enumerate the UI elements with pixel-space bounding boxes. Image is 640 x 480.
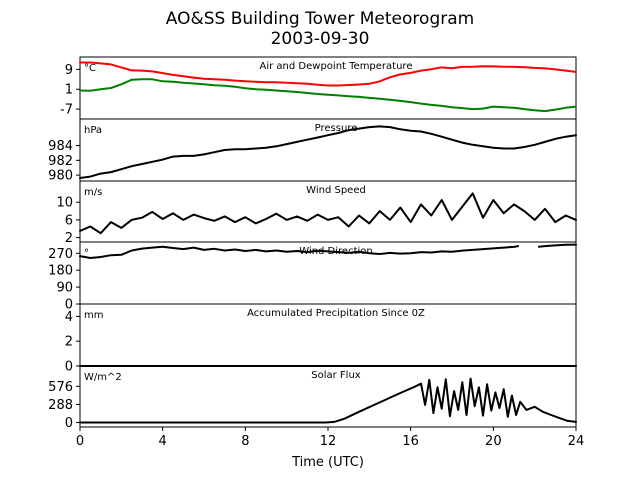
series-line-solar_flux bbox=[79, 377, 577, 424]
panel-wind_speed: 2 6 10 m/s Wind Speed bbox=[56, 180, 577, 246]
series-line-dewpoint bbox=[79, 78, 577, 113]
series-line-wind_direction_b bbox=[537, 243, 577, 248]
y-tick-label: 6 bbox=[65, 213, 73, 228]
y-tick-label: 270 bbox=[48, 247, 73, 262]
x-tick-label: 12 bbox=[320, 434, 337, 449]
x-tick-label: 0 bbox=[76, 434, 84, 449]
x-tick-label: 8 bbox=[241, 434, 249, 449]
y-tick-label: 984 bbox=[48, 139, 73, 154]
panel-title: Air and Dewpoint Temperature bbox=[260, 61, 413, 72]
series-line-air bbox=[79, 61, 577, 87]
panel-temperature: -7 1 9 °C Air and Dewpoint Temperature bbox=[60, 56, 577, 120]
panel-title: Wind Speed bbox=[306, 185, 366, 196]
panel-unit-label: ° bbox=[84, 248, 89, 259]
panels-group: -7 1 9 °C Air and Dewpoint Temperature 980982… bbox=[48, 56, 577, 431]
x-axis-label: Time (UTC) bbox=[291, 455, 364, 470]
series-line-wind_speed bbox=[79, 192, 577, 235]
y-tick-label: 1 bbox=[65, 83, 73, 98]
panel-solar_flux: 0 288 576 W/m^2 Solar Flux bbox=[48, 365, 577, 431]
y-tick-label: 10 bbox=[56, 196, 73, 211]
x-axis: 0 4 8 12 16 20 24 bbox=[76, 427, 584, 449]
chart-subtitle: 2003-09-30 bbox=[271, 29, 370, 49]
y-tick-label: 90 bbox=[56, 281, 73, 296]
panel-title: Solar Flux bbox=[311, 370, 361, 381]
panel-precipitation: 0 2 4 mm Accumulated Precipitation Since 0Z bbox=[65, 303, 577, 375]
x-tick-label: 24 bbox=[568, 434, 585, 449]
y-tick-label: 980 bbox=[48, 169, 73, 184]
panel-unit-label: mm bbox=[84, 310, 103, 321]
y-tick-label: 0 bbox=[65, 298, 73, 313]
x-tick-label: 16 bbox=[402, 434, 419, 449]
panel-unit-label: m/s bbox=[84, 187, 102, 198]
chart-title: AO&SS Building Tower Meteorogram bbox=[166, 9, 474, 29]
y-tick-label: 2 bbox=[65, 231, 73, 246]
y-tick-label: 0 bbox=[65, 416, 73, 431]
x-tick-label: 4 bbox=[159, 434, 167, 449]
series-line-wind_direction_a bbox=[79, 245, 520, 259]
panel-title: Pressure bbox=[315, 123, 358, 134]
panel-title: Accumulated Precipitation Since 0Z bbox=[247, 308, 425, 319]
panel-unit-label: W/m^2 bbox=[84, 372, 122, 383]
y-tick-label: 180 bbox=[48, 264, 73, 279]
panel-unit-label: °C bbox=[84, 63, 96, 74]
x-tick-label: 20 bbox=[485, 434, 502, 449]
y-tick-label: 982 bbox=[48, 154, 73, 169]
series-line-pressure bbox=[79, 125, 577, 179]
y-tick-label: 288 bbox=[48, 398, 73, 413]
y-tick-label: 0 bbox=[65, 360, 73, 375]
panel-title: Wind Direction bbox=[299, 246, 373, 257]
panel-unit-label: hPa bbox=[84, 125, 102, 136]
y-tick-label: -7 bbox=[60, 103, 73, 118]
y-tick-label: 576 bbox=[48, 380, 73, 395]
y-tick-label: 9 bbox=[65, 63, 73, 78]
y-tick-label: 4 bbox=[65, 310, 73, 325]
y-tick-label: 2 bbox=[65, 335, 73, 350]
panel-wind_direction: 0 90 180 270 ° Wind Direction bbox=[48, 241, 577, 313]
